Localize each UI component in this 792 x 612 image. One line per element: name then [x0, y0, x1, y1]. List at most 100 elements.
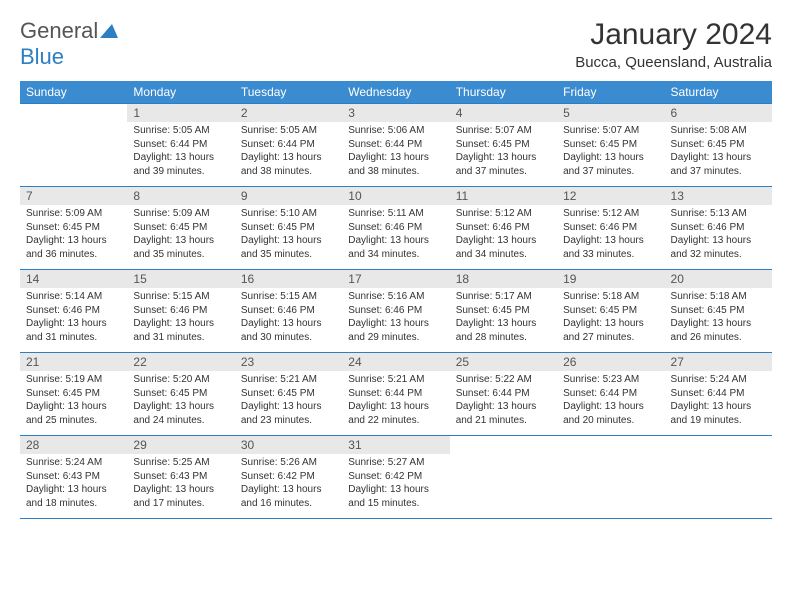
header-right: January 2024 Bucca, Queensland, Australi… — [575, 18, 772, 71]
info-cell: Sunrise: 5:06 AMSunset: 6:44 PMDaylight:… — [342, 122, 449, 187]
info-cell: Sunrise: 5:11 AMSunset: 6:46 PMDaylight:… — [342, 205, 449, 270]
daylight-text2: and 29 minutes. — [348, 331, 443, 345]
daylight-text2: and 33 minutes. — [563, 248, 658, 262]
text-row: Sunrise: 5:09 AMSunset: 6:45 PMDaylight:… — [20, 205, 772, 270]
sunrise-text: Sunrise: 5:14 AM — [26, 290, 121, 304]
logo-text: GeneralBlue — [20, 18, 118, 70]
date-cell: 21 — [20, 353, 127, 372]
date-cell: 31 — [342, 436, 449, 455]
daylight-text2: and 17 minutes. — [133, 497, 228, 511]
sunrise-text: Sunrise: 5:19 AM — [26, 373, 121, 387]
logo-main: General — [20, 18, 98, 43]
info-cell — [450, 454, 557, 519]
daylight-text2: and 37 minutes. — [563, 165, 658, 179]
daylight-text: Daylight: 13 hours — [133, 234, 228, 248]
info-cell: Sunrise: 5:09 AMSunset: 6:45 PMDaylight:… — [20, 205, 127, 270]
info-cell: Sunrise: 5:16 AMSunset: 6:46 PMDaylight:… — [342, 288, 449, 353]
sunrise-text: Sunrise: 5:06 AM — [348, 124, 443, 138]
location-text: Bucca, Queensland, Australia — [575, 54, 772, 71]
daylight-text2: and 22 minutes. — [348, 414, 443, 428]
date-cell: 17 — [342, 270, 449, 289]
date-cell: 12 — [557, 187, 664, 206]
daylight-text2: and 35 minutes. — [241, 248, 336, 262]
text-row: Sunrise: 5:19 AMSunset: 6:45 PMDaylight:… — [20, 371, 772, 436]
text-row: Sunrise: 5:14 AMSunset: 6:46 PMDaylight:… — [20, 288, 772, 353]
sunset-text: Sunset: 6:44 PM — [563, 387, 658, 401]
daylight-text: Daylight: 13 hours — [671, 400, 766, 414]
info-cell: Sunrise: 5:19 AMSunset: 6:45 PMDaylight:… — [20, 371, 127, 436]
daylight-text: Daylight: 13 hours — [26, 483, 121, 497]
info-cell: Sunrise: 5:25 AMSunset: 6:43 PMDaylight:… — [127, 454, 234, 519]
daylight-text2: and 15 minutes. — [348, 497, 443, 511]
daylight-text: Daylight: 13 hours — [563, 234, 658, 248]
date-row: 78910111213 — [20, 187, 772, 206]
info-cell: Sunrise: 5:22 AMSunset: 6:44 PMDaylight:… — [450, 371, 557, 436]
date-cell: 1 — [127, 104, 234, 123]
info-cell — [665, 454, 772, 519]
daylight-text2: and 38 minutes. — [241, 165, 336, 179]
info-cell — [557, 454, 664, 519]
daylight-text: Daylight: 13 hours — [348, 483, 443, 497]
daylight-text: Daylight: 13 hours — [241, 317, 336, 331]
date-cell: 26 — [557, 353, 664, 372]
sunset-text: Sunset: 6:46 PM — [456, 221, 551, 235]
date-cell: 18 — [450, 270, 557, 289]
info-cell: Sunrise: 5:15 AMSunset: 6:46 PMDaylight:… — [235, 288, 342, 353]
info-cell: Sunrise: 5:12 AMSunset: 6:46 PMDaylight:… — [450, 205, 557, 270]
date-cell: 24 — [342, 353, 449, 372]
day-header: Sunday — [20, 81, 127, 104]
info-cell: Sunrise: 5:07 AMSunset: 6:45 PMDaylight:… — [557, 122, 664, 187]
daylight-text: Daylight: 13 hours — [241, 400, 336, 414]
info-cell: Sunrise: 5:12 AMSunset: 6:46 PMDaylight:… — [557, 205, 664, 270]
sunrise-text: Sunrise: 5:15 AM — [133, 290, 228, 304]
daylight-text2: and 18 minutes. — [26, 497, 121, 511]
sunset-text: Sunset: 6:45 PM — [133, 221, 228, 235]
daylight-text2: and 27 minutes. — [563, 331, 658, 345]
date-cell: 19 — [557, 270, 664, 289]
sunset-text: Sunset: 6:44 PM — [241, 138, 336, 152]
date-cell — [557, 436, 664, 455]
sunset-text: Sunset: 6:44 PM — [133, 138, 228, 152]
info-cell: Sunrise: 5:08 AMSunset: 6:45 PMDaylight:… — [665, 122, 772, 187]
date-cell: 29 — [127, 436, 234, 455]
info-cell: Sunrise: 5:09 AMSunset: 6:45 PMDaylight:… — [127, 205, 234, 270]
sunrise-text: Sunrise: 5:27 AM — [348, 456, 443, 470]
daylight-text: Daylight: 13 hours — [563, 151, 658, 165]
daylight-text2: and 31 minutes. — [133, 331, 228, 345]
sunrise-text: Sunrise: 5:05 AM — [133, 124, 228, 138]
sunrise-text: Sunrise: 5:15 AM — [241, 290, 336, 304]
sunset-text: Sunset: 6:46 PM — [133, 304, 228, 318]
date-cell: 5 — [557, 104, 664, 123]
info-cell: Sunrise: 5:26 AMSunset: 6:42 PMDaylight:… — [235, 454, 342, 519]
date-cell: 10 — [342, 187, 449, 206]
daylight-text: Daylight: 13 hours — [241, 234, 336, 248]
sunrise-text: Sunrise: 5:24 AM — [26, 456, 121, 470]
info-cell: Sunrise: 5:23 AMSunset: 6:44 PMDaylight:… — [557, 371, 664, 436]
info-cell: Sunrise: 5:21 AMSunset: 6:44 PMDaylight:… — [342, 371, 449, 436]
daylight-text2: and 37 minutes. — [456, 165, 551, 179]
sunset-text: Sunset: 6:42 PM — [241, 470, 336, 484]
daylight-text: Daylight: 13 hours — [133, 483, 228, 497]
calendar-table: Sunday Monday Tuesday Wednesday Thursday… — [20, 81, 772, 519]
daylight-text2: and 25 minutes. — [26, 414, 121, 428]
date-cell: 8 — [127, 187, 234, 206]
date-cell: 13 — [665, 187, 772, 206]
logo-accent: Blue — [20, 44, 64, 69]
day-header: Tuesday — [235, 81, 342, 104]
sunrise-text: Sunrise: 5:09 AM — [26, 207, 121, 221]
info-cell: Sunrise: 5:24 AMSunset: 6:43 PMDaylight:… — [20, 454, 127, 519]
daylight-text2: and 36 minutes. — [26, 248, 121, 262]
sunrise-text: Sunrise: 5:26 AM — [241, 456, 336, 470]
text-row: Sunrise: 5:24 AMSunset: 6:43 PMDaylight:… — [20, 454, 772, 519]
sunset-text: Sunset: 6:45 PM — [563, 138, 658, 152]
info-cell: Sunrise: 5:10 AMSunset: 6:45 PMDaylight:… — [235, 205, 342, 270]
logo: GeneralBlue — [20, 18, 118, 70]
daylight-text2: and 34 minutes. — [456, 248, 551, 262]
day-header: Saturday — [665, 81, 772, 104]
daylight-text2: and 32 minutes. — [671, 248, 766, 262]
daylight-text: Daylight: 13 hours — [133, 317, 228, 331]
daylight-text: Daylight: 13 hours — [563, 317, 658, 331]
daylight-text2: and 16 minutes. — [241, 497, 336, 511]
daylight-text2: and 34 minutes. — [348, 248, 443, 262]
sunset-text: Sunset: 6:44 PM — [456, 387, 551, 401]
